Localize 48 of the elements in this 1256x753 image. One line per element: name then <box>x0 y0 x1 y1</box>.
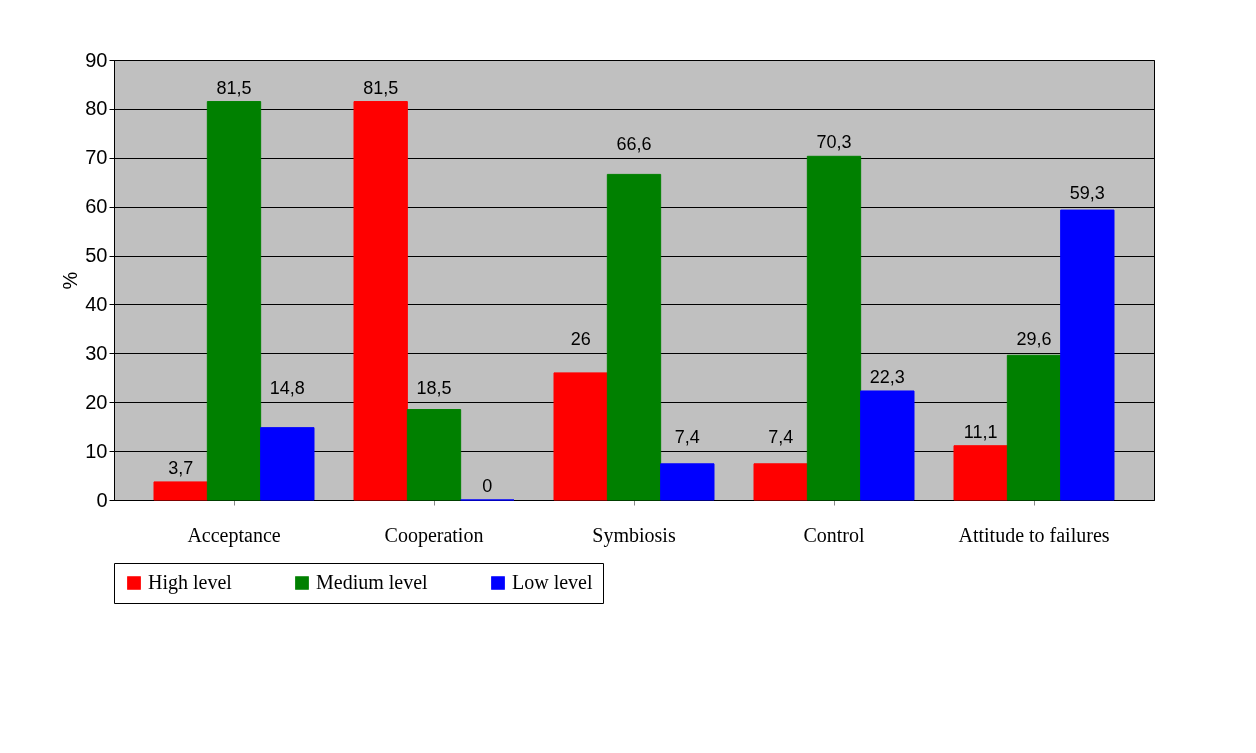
x-tick-label: Cooperation <box>384 523 484 547</box>
y-tick-label: 60 <box>85 195 108 218</box>
bar <box>660 463 715 501</box>
x-tick-label: Control <box>803 523 865 546</box>
y-tick-label: 10 <box>85 439 108 462</box>
data-label: 11,1 <box>963 421 998 442</box>
data-label: 26 <box>570 329 591 350</box>
data-label: 29,6 <box>1016 329 1052 350</box>
data-label: 18,5 <box>416 378 452 399</box>
data-label: 14,8 <box>269 378 305 399</box>
legend-label: Low level <box>512 571 593 593</box>
data-label: 7,4 <box>768 427 794 448</box>
bar <box>1006 354 1062 501</box>
y-tick-label: 0 <box>96 488 108 511</box>
y-axis-title: % <box>59 271 82 290</box>
bar <box>553 372 608 501</box>
bar <box>806 155 862 501</box>
bar <box>753 463 808 501</box>
data-label: 22,3 <box>869 366 905 387</box>
data-label: 7,4 <box>674 427 700 448</box>
bar <box>353 101 408 501</box>
bar <box>860 390 915 501</box>
data-label: 70,3 <box>816 132 852 153</box>
x-tick-label: Acceptance <box>187 523 281 547</box>
y-tick-label: 50 <box>85 244 108 267</box>
y-tick-label: 70 <box>85 146 108 169</box>
x-tick-label: Attitude to failures <box>958 523 1110 546</box>
y-tick-label: 90 <box>85 48 108 71</box>
data-label: 66,6 <box>616 133 652 154</box>
data-label: 3,7 <box>168 457 194 478</box>
legend-label: High level <box>148 571 233 594</box>
y-tick-label: 20 <box>85 390 108 413</box>
y-tick-label: 30 <box>85 341 108 364</box>
y-tick-label: 80 <box>85 97 108 120</box>
bar <box>953 445 1008 501</box>
data-label: 0 <box>482 476 493 496</box>
x-tick-label: Symbiosis <box>592 523 676 547</box>
bar <box>206 101 262 501</box>
data-label: 59,3 <box>1069 182 1105 203</box>
bar <box>1060 209 1115 501</box>
bar <box>153 481 208 501</box>
data-label: 81,5 <box>216 77 252 98</box>
y-tick-label: 40 <box>85 292 108 315</box>
data-label: 81,5 <box>363 77 399 98</box>
bar <box>260 427 315 501</box>
bar <box>606 173 662 501</box>
bar <box>406 409 462 501</box>
legend-label: Medium level <box>316 571 429 593</box>
